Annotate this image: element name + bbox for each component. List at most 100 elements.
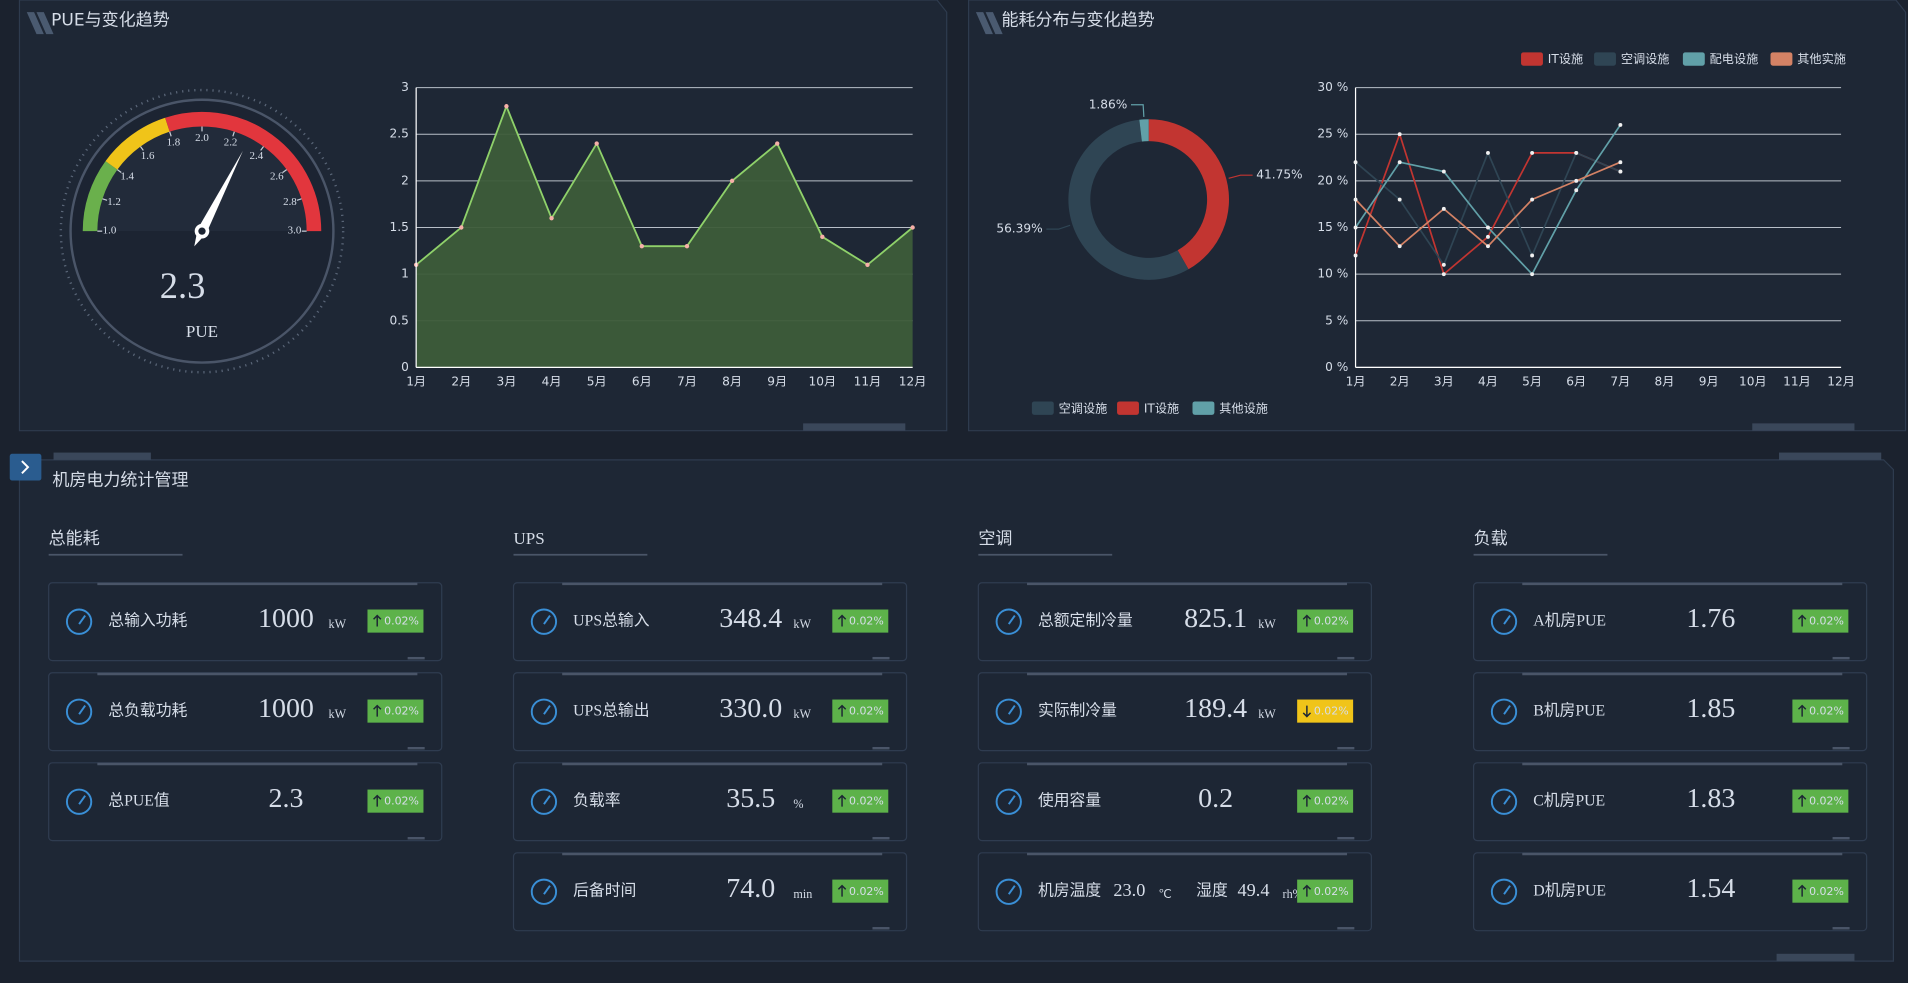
point bbox=[639, 243, 645, 249]
card-corner bbox=[1832, 837, 1850, 840]
gauge-tick bbox=[169, 131, 172, 137]
point bbox=[459, 225, 464, 230]
gauge-tick-label: 1.0 bbox=[103, 225, 117, 237]
x-tick-label: 9月 bbox=[767, 375, 787, 389]
stat-label: 使用容量 bbox=[1038, 791, 1101, 809]
stat-unit: kW bbox=[329, 707, 347, 721]
card-icon bbox=[65, 608, 93, 635]
card-corner bbox=[1832, 746, 1850, 750]
y-tick-label: 3 bbox=[401, 80, 409, 94]
change-text: 0.02% bbox=[849, 885, 884, 898]
stat-value: 348.4 bbox=[719, 603, 782, 634]
y-tick-label: 30 % bbox=[1317, 80, 1348, 94]
stat-label: 后备时间 bbox=[573, 881, 636, 899]
y-tick-label: 25 % bbox=[1317, 127, 1348, 141]
change-text: 0.02% bbox=[849, 705, 884, 718]
change-text: 0.02% bbox=[1809, 885, 1844, 898]
x-tick-label: 11月 bbox=[1783, 375, 1811, 389]
card-corner bbox=[1337, 927, 1355, 930]
change-text: 0.02% bbox=[1809, 615, 1844, 628]
decor-stripe bbox=[803, 423, 906, 431]
x-tick-label: 10月 bbox=[1739, 375, 1767, 389]
change-text: 0.02% bbox=[1314, 705, 1349, 718]
donut-slice bbox=[1148, 119, 1230, 270]
point bbox=[1574, 188, 1579, 193]
card-icon bbox=[543, 615, 551, 625]
change-text: 0.02% bbox=[1809, 705, 1844, 718]
stat-label: C机房PUE bbox=[1533, 791, 1605, 809]
stat-label: A机房PUE bbox=[1533, 611, 1606, 629]
y-tick-label: 2.5 bbox=[390, 127, 409, 141]
y-tick-label: 0 bbox=[401, 360, 409, 374]
card-corner bbox=[872, 656, 890, 660]
stat-unit: kW bbox=[1258, 707, 1276, 721]
card-corner bbox=[1337, 746, 1355, 750]
label-line bbox=[1046, 224, 1071, 230]
gauge-tick-label: 2.8 bbox=[283, 196, 297, 208]
stat-value: 189.4 bbox=[1184, 693, 1247, 724]
card-icon bbox=[1490, 788, 1518, 815]
point bbox=[1397, 160, 1402, 165]
decor-stripe bbox=[53, 452, 151, 460]
card-icon bbox=[65, 698, 93, 725]
trend-arrow bbox=[1302, 705, 1312, 718]
decor-stripe bbox=[1779, 452, 1882, 460]
y-tick-label: 15 % bbox=[1317, 220, 1348, 234]
point bbox=[1353, 160, 1358, 165]
card-icon bbox=[1503, 705, 1511, 715]
trend-arrow bbox=[373, 614, 382, 627]
panel-title: PUE与变化趋势 bbox=[51, 11, 170, 31]
stat-value: 49.4 bbox=[1238, 880, 1270, 900]
legend-swatch bbox=[1192, 401, 1215, 415]
legend-label: 空调设施 bbox=[1621, 52, 1670, 66]
legend-swatch bbox=[1594, 52, 1616, 66]
gauge-tick bbox=[282, 169, 288, 174]
change-text: 0.02% bbox=[384, 705, 419, 718]
card-icon bbox=[1490, 698, 1518, 725]
gauge-tick bbox=[139, 146, 144, 151]
point bbox=[1441, 262, 1446, 267]
point bbox=[865, 262, 870, 267]
card-icon bbox=[1490, 608, 1518, 635]
x-tick-label: 2月 bbox=[1390, 375, 1410, 389]
card-corner bbox=[872, 927, 890, 930]
y-tick-label: 2 bbox=[401, 173, 409, 187]
stat-value: 2.3 bbox=[268, 783, 303, 814]
x-tick-label: 3月 bbox=[1434, 375, 1454, 389]
card-icon bbox=[1007, 705, 1016, 715]
card-icon bbox=[530, 608, 558, 635]
stat-value: 1000 bbox=[258, 693, 314, 724]
stat-value: 1.54 bbox=[1686, 873, 1735, 904]
stat-value: 1.85 bbox=[1686, 693, 1735, 724]
gauge-band bbox=[165, 111, 322, 232]
point bbox=[1441, 206, 1446, 211]
card-corner bbox=[872, 746, 890, 750]
stat-unit: kW bbox=[793, 707, 811, 721]
change-text: 0.02% bbox=[1314, 885, 1349, 898]
gauge-ring bbox=[59, 88, 345, 374]
donut-slice bbox=[1068, 119, 1189, 280]
gauge-value: 2.3 bbox=[160, 265, 206, 306]
change-badge bbox=[1792, 699, 1849, 723]
gauge-tick bbox=[102, 198, 108, 201]
expand-button[interactable] bbox=[9, 453, 42, 481]
change-badge bbox=[367, 699, 424, 723]
point bbox=[1574, 150, 1579, 155]
card-icon bbox=[78, 705, 86, 715]
stat-label: D机房PUE bbox=[1533, 881, 1606, 899]
title-decor bbox=[975, 12, 1003, 35]
stat-value: 74.0 bbox=[726, 873, 775, 904]
card-icon bbox=[1503, 615, 1511, 625]
point bbox=[594, 141, 599, 146]
card-corner bbox=[407, 656, 425, 660]
section-title: 总能耗 bbox=[49, 529, 100, 548]
trend-arrow bbox=[373, 704, 382, 717]
stat-value: 330.0 bbox=[719, 693, 782, 724]
card-icon bbox=[543, 885, 551, 895]
card-icon bbox=[530, 878, 558, 905]
x-tick-label: 3月 bbox=[496, 375, 516, 389]
x-tick-label: 7月 bbox=[1610, 375, 1630, 389]
point bbox=[1530, 253, 1535, 258]
stat-label: UPS总输出 bbox=[573, 701, 649, 719]
